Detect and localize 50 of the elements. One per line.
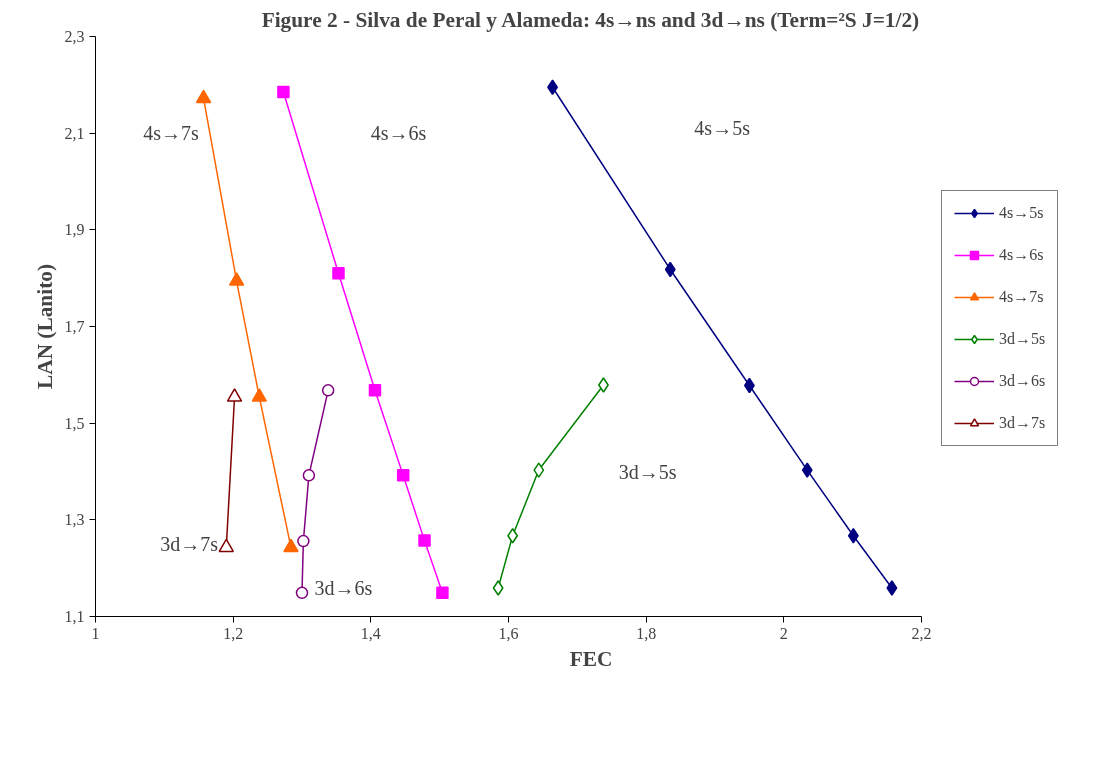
y-tick-label: 1,3 bbox=[64, 511, 85, 529]
y-tick-label: 1,5 bbox=[64, 414, 85, 432]
annotation: 3d→7s bbox=[160, 533, 219, 555]
point bbox=[251, 388, 268, 402]
point bbox=[396, 469, 410, 482]
point bbox=[302, 469, 316, 482]
point bbox=[847, 528, 859, 544]
point bbox=[801, 462, 813, 478]
point bbox=[228, 272, 245, 286]
point bbox=[533, 462, 545, 478]
y-tick-label: 2,3 bbox=[64, 28, 85, 45]
x-axis-title: FEC bbox=[569, 646, 613, 671]
legend-label: 4s→6s bbox=[999, 246, 1044, 264]
x-tick-label: 1,6 bbox=[498, 624, 519, 642]
point bbox=[664, 261, 676, 278]
x-tick-label: 1,8 bbox=[636, 624, 657, 642]
annotation: 3d→6s bbox=[314, 576, 373, 599]
x-tick-label: 1 bbox=[91, 624, 100, 642]
legend-label: 3d→6s bbox=[999, 372, 1046, 390]
point bbox=[886, 580, 898, 596]
annotation: 4s→7s bbox=[143, 122, 199, 145]
y-axis-title: LAN (Lanito) bbox=[32, 263, 57, 390]
point bbox=[283, 538, 299, 553]
point bbox=[295, 586, 309, 600]
annotation: 3d→5s bbox=[618, 460, 677, 483]
x-tick-label: 2,2 bbox=[911, 624, 932, 642]
legend-label: 3d→7s bbox=[999, 414, 1046, 432]
x-tick-label: 1,4 bbox=[360, 624, 381, 642]
x-tick-label: 1,2 bbox=[223, 624, 244, 642]
point bbox=[195, 89, 212, 104]
chart-title: Figure 2 - Silva de Peral y Alameda: 4s→ns and 3d→ns (Term=²S J=1/2) bbox=[261, 7, 920, 32]
legend-label: 3d→5s bbox=[999, 330, 1046, 348]
point bbox=[507, 528, 519, 544]
point bbox=[418, 534, 431, 547]
point bbox=[492, 580, 504, 596]
y-tick-label: 2,1 bbox=[64, 124, 85, 142]
legend-label: 4s→5s bbox=[999, 204, 1044, 222]
legend-label: 4s→7s bbox=[999, 288, 1044, 306]
point bbox=[332, 267, 345, 280]
y-tick-label: 1,7 bbox=[64, 318, 85, 335]
point bbox=[321, 384, 335, 397]
y-tick-label: 1,1 bbox=[64, 608, 85, 625]
point bbox=[368, 384, 382, 397]
annotation: 4s→5s bbox=[694, 117, 751, 140]
annotation: 4s→6s bbox=[370, 122, 427, 145]
point bbox=[297, 534, 310, 548]
point bbox=[277, 85, 290, 99]
y-tick-label: 1,9 bbox=[64, 221, 85, 239]
x-tick-label: 2 bbox=[779, 624, 788, 642]
point bbox=[436, 586, 449, 600]
